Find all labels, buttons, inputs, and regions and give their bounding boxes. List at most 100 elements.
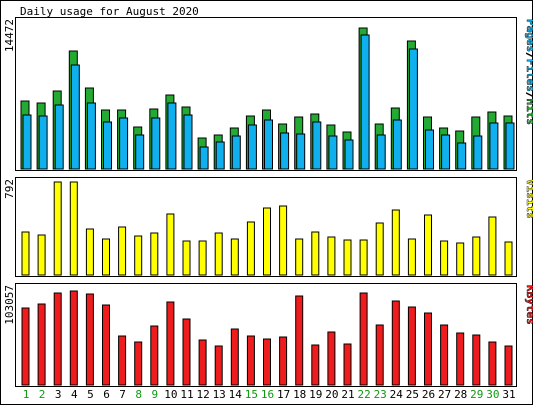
bar-visits-day-18 — [295, 238, 304, 276]
bar-kbytes-day-13 — [214, 345, 223, 386]
bar-visits-day-22 — [359, 239, 368, 276]
day-label: 23 — [374, 388, 387, 401]
bar-kbytes-day-27 — [440, 324, 449, 386]
bar-visits-day-15 — [246, 221, 255, 276]
bar-files-day-14 — [231, 135, 241, 170]
bar-kbytes-day-10 — [166, 301, 175, 386]
bar-files-day-20 — [328, 135, 338, 170]
bar-kbytes-day-6 — [102, 304, 110, 386]
bar-files-day-4 — [70, 64, 80, 170]
bar-visits-day-3 — [53, 181, 62, 276]
bar-files-day-26 — [425, 129, 434, 170]
day-label: 31 — [502, 388, 515, 401]
bar-visits-day-13 — [214, 232, 223, 276]
bar-visits-day-14 — [230, 238, 239, 276]
legend-entry: Hits — [524, 99, 533, 126]
bar-kbytes-day-26 — [424, 312, 432, 386]
bar-kbytes-day-12 — [198, 339, 207, 386]
legend-entry: Files — [524, 59, 533, 92]
bar-files-day-24 — [392, 119, 402, 170]
bar-files-day-11 — [183, 114, 193, 170]
y-scale-label: 792 — [3, 179, 16, 199]
legend-entry: Pages — [524, 19, 533, 52]
bar-files-day-30 — [489, 122, 499, 170]
bar-kbytes-day-15 — [246, 335, 255, 386]
panel-legend: KBytes — [524, 285, 533, 325]
day-label: 6 — [103, 388, 110, 401]
bar-visits-day-21 — [343, 239, 352, 276]
day-label: 18 — [293, 388, 306, 401]
bar-files-day-27 — [441, 134, 451, 170]
bar-visits-day-27 — [440, 240, 449, 276]
bars-hits_files — [20, 27, 515, 170]
chart-panels: 14472Pages/Files/Hits792Visits103057KByt… — [3, 17, 533, 387]
day-label: 27 — [438, 388, 451, 401]
x-axis-day-labels: 1 2 3 4 5 6 7 8 9 10 11 12 13 14 15 16 17 18 19 20 21 22 23 24 2… — [23, 388, 516, 401]
bar-visits-day-6 — [102, 238, 110, 276]
bar-kbytes-day-5 — [85, 293, 94, 386]
day-label: 5 — [87, 388, 94, 401]
bar-visits-day-31 — [504, 241, 513, 276]
y-scale-label: 14472 — [3, 19, 16, 52]
bar-kbytes-day-17 — [279, 336, 288, 386]
bar-files-day-31 — [505, 122, 515, 170]
y-scale-label: 103057 — [3, 285, 16, 325]
bar-kbytes-day-30 — [488, 341, 497, 386]
day-label: 2 — [39, 388, 46, 401]
legend-entry: / — [524, 52, 533, 59]
bar-kbytes-day-14 — [230, 328, 239, 386]
bar-visits-day-8 — [134, 235, 143, 276]
bar-files-day-25 — [408, 48, 418, 170]
day-label: 1 — [23, 388, 30, 401]
bar-visits-day-20 — [327, 236, 336, 276]
legend-entry: KBytes — [524, 285, 533, 325]
day-label: 30 — [486, 388, 499, 401]
day-label: 9 — [151, 388, 158, 401]
bar-visits-day-2 — [37, 234, 46, 276]
bar-kbytes-day-25 — [407, 306, 416, 386]
bar-files-day-16 — [264, 119, 273, 170]
bar-files-day-9 — [151, 117, 161, 170]
panel-legend: Pages/Files/Hits — [524, 19, 533, 125]
bar-kbytes-day-4 — [69, 290, 78, 386]
bar-visits-day-7 — [118, 226, 127, 276]
bar-kbytes-day-7 — [118, 335, 127, 386]
bar-files-day-19 — [312, 121, 322, 170]
bar-kbytes-day-1 — [21, 307, 30, 386]
bar-files-day-5 — [86, 102, 96, 170]
day-label: 16 — [261, 388, 274, 401]
bar-files-day-13 — [215, 141, 225, 170]
bar-kbytes-day-3 — [53, 292, 62, 386]
bar-files-day-3 — [54, 104, 64, 170]
bar-files-day-12 — [199, 146, 209, 170]
bar-kbytes-day-2 — [37, 303, 46, 386]
bar-visits-day-30 — [488, 216, 497, 276]
panel-visits: 792 Visits — [3, 177, 533, 277]
bar-visits-day-10 — [166, 213, 175, 276]
bar-files-day-1 — [22, 114, 32, 170]
bar-visits-day-16 — [263, 207, 271, 276]
bar-visits-day-12 — [198, 240, 207, 276]
panel-legend: Visits — [524, 179, 533, 219]
bar-kbytes-day-9 — [150, 325, 159, 386]
legend-entry: Visits — [524, 179, 533, 219]
day-label: 28 — [454, 388, 467, 401]
bar-files-day-21 — [344, 139, 354, 170]
bar-files-day-23 — [376, 134, 386, 170]
bar-files-day-29 — [473, 135, 483, 170]
bar-files-day-10 — [167, 102, 177, 170]
day-label: 26 — [422, 388, 435, 401]
bar-visits-day-19 — [311, 231, 320, 276]
bar-visits-day-1 — [21, 231, 30, 276]
bar-kbytes-day-31 — [504, 345, 513, 386]
panel-kbytes: 103057 KBytes — [3, 283, 533, 387]
bar-visits-day-26 — [424, 214, 432, 276]
bar-files-day-2 — [38, 115, 48, 170]
day-label: 7 — [119, 388, 126, 401]
bar-visits-day-9 — [150, 232, 159, 276]
bar-kbytes-day-24 — [391, 300, 400, 386]
day-label: 25 — [406, 388, 419, 401]
day-label: 3 — [55, 388, 62, 401]
